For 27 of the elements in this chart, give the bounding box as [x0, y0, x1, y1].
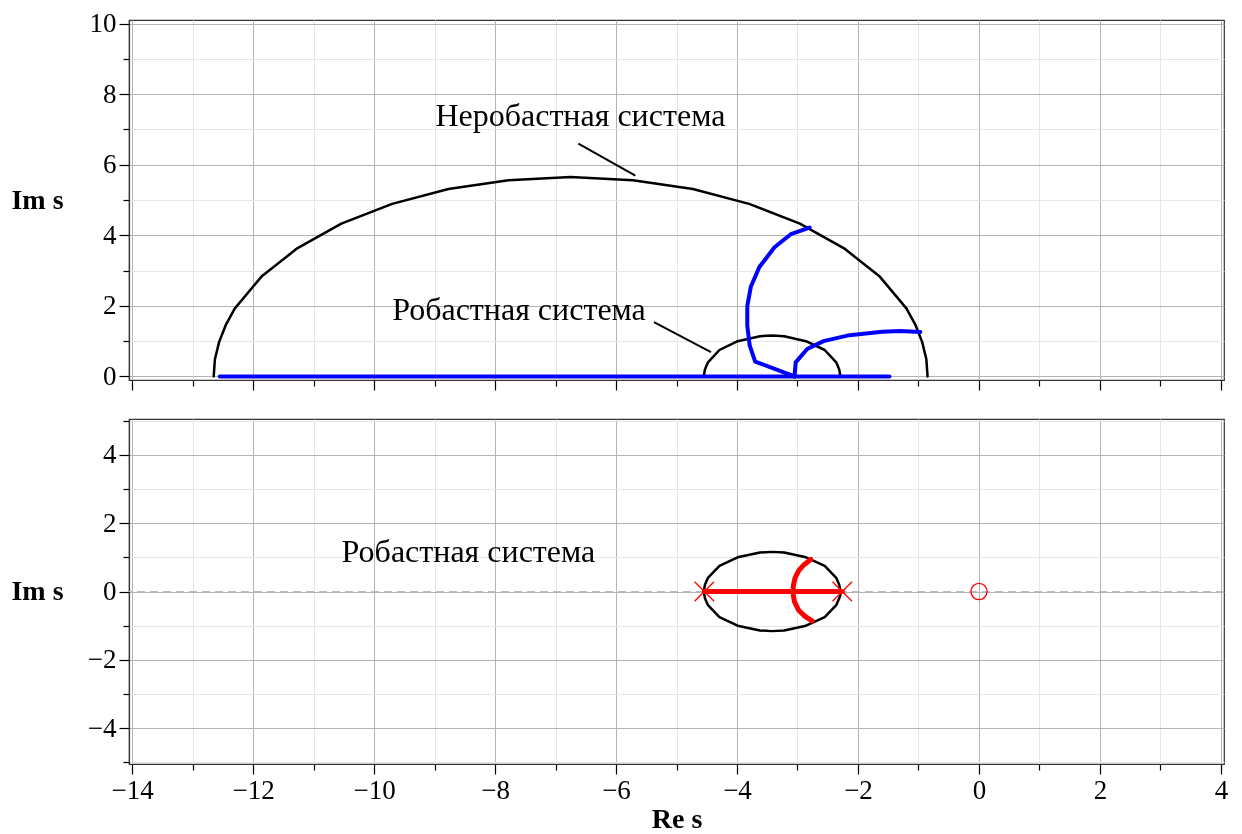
y-tick-label: −2 [87, 644, 117, 675]
y-tick-label: 4 [103, 219, 117, 250]
x-tick-label: −6 [602, 774, 631, 805]
x-tick-label: −14 [111, 774, 155, 805]
x-tick-label: −4 [723, 774, 753, 805]
x-tick-label: −2 [844, 774, 873, 805]
y-tick-label: 2 [103, 290, 117, 321]
annotation: Робастная система [392, 291, 646, 328]
annotation: Неробастная система [435, 96, 726, 133]
y-tick-label: 2 [103, 507, 117, 538]
x-axis-title: Re s [651, 802, 703, 834]
y-tick-label: 0 [103, 360, 117, 391]
y-axis-title: Im s [11, 575, 64, 606]
y-tick-label: −4 [87, 712, 117, 743]
annotation: Робастная система [341, 533, 596, 570]
y-tick-label: 0 [103, 576, 117, 606]
x-tick-label: 0 [972, 774, 987, 805]
y-tick-label: 4 [103, 439, 117, 470]
y-axis-title: Im s [11, 183, 64, 215]
x-tick-label: −10 [353, 774, 396, 805]
x-tick-label: 2 [1093, 774, 1108, 805]
y-tick-label: 10 [89, 8, 117, 39]
x-tick-label: 4 [1214, 774, 1229, 805]
y-tick-label: 8 [103, 78, 117, 109]
x-tick-label: −12 [232, 774, 275, 805]
y-tick-label: 6 [103, 149, 117, 180]
x-tick-label: −8 [481, 774, 510, 805]
